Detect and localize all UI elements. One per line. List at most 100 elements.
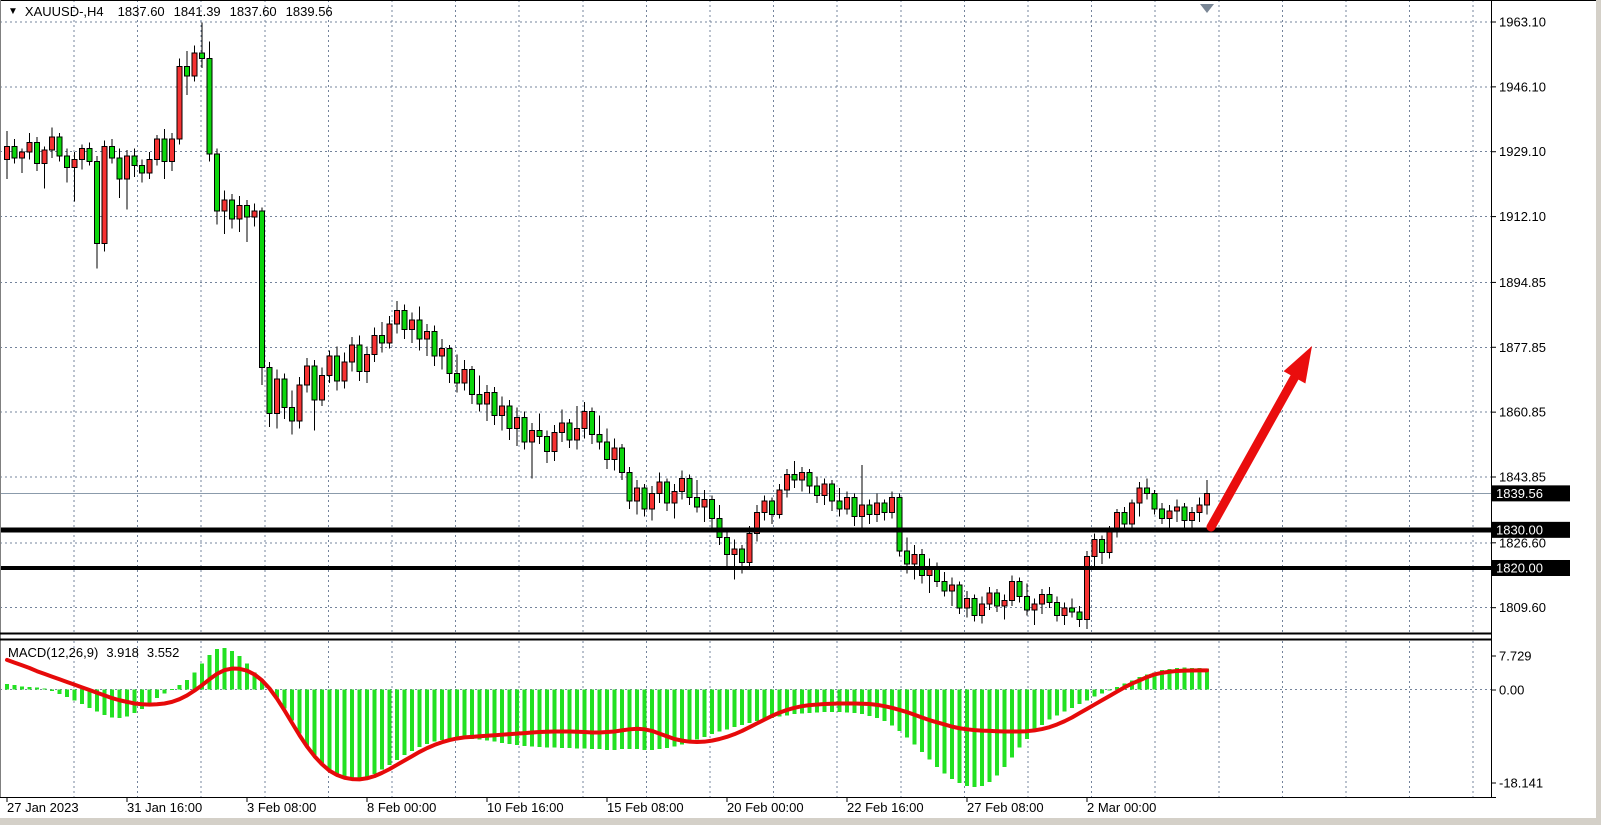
macd-axis-label: 7.729 — [1499, 649, 1532, 664]
candle-body — [409, 319, 415, 331]
macd-histogram-bar — [320, 689, 324, 764]
candle-body — [394, 309, 400, 325]
level-lines-layer[interactable] — [0, 527, 1491, 570]
trend-arrow-annotation[interactable] — [1206, 346, 1312, 532]
macd-histogram-bar — [80, 689, 84, 705]
macd-histogram-bar — [770, 689, 774, 719]
candle-body — [64, 155, 70, 168]
price-axis-label: 1929.10 — [1499, 144, 1546, 159]
macd-histogram-bar — [920, 689, 924, 752]
macd-histogram-bar — [522, 689, 527, 746]
macd-histogram-bar — [1047, 689, 1052, 720]
candle-body — [364, 353, 370, 372]
macd-histogram-bar — [642, 689, 647, 750]
candle-body — [1024, 596, 1030, 611]
macd-histogram-bar — [852, 689, 857, 714]
candle-body — [1174, 506, 1180, 512]
candle-body — [461, 369, 468, 384]
macd-histogram-bar — [965, 689, 969, 786]
quote-open: 1837.60 — [117, 4, 165, 19]
macd-signal-line — [5, 657, 1209, 782]
macd-histogram-bar — [1107, 689, 1112, 691]
macd-histogram-bar — [1115, 686, 1119, 690]
candle-body — [956, 584, 963, 609]
macd-histogram-bar — [1190, 667, 1194, 690]
macd-histogram-bar — [177, 685, 182, 690]
candle-body — [1039, 594, 1045, 605]
time-axis-label: 31 Jan 16:00 — [127, 800, 202, 815]
macd-histogram-bar — [252, 672, 257, 690]
macd-histogram-bar — [350, 689, 354, 779]
macd-histogram-bar — [545, 689, 549, 748]
candle-body — [1151, 493, 1158, 510]
macd-histogram-bar — [537, 689, 542, 748]
candle-body — [619, 447, 625, 474]
candle-body — [934, 567, 940, 582]
macd-histogram-bar — [27, 686, 32, 690]
macd-histogram-bar — [20, 686, 24, 690]
candle-body — [844, 496, 850, 510]
macd-histogram-bar — [410, 689, 414, 751]
macd-histogram-bar — [567, 689, 572, 749]
time-axis-label: 15 Feb 08:00 — [607, 800, 684, 815]
macd-histogram-bar — [50, 689, 54, 692]
macd-histogram-bar — [800, 689, 804, 714]
candle-body — [574, 428, 580, 441]
macd-histogram-bar — [950, 689, 954, 779]
candle-body — [244, 205, 250, 218]
macd-name: MACD(12,26,9) — [8, 645, 99, 660]
axes-layer[interactable]: 1963.10 1946.10 1929.10 1912.10 1894.85 1877.… — [6, 4, 1570, 815]
candle-body — [1121, 512, 1128, 525]
candle-body — [266, 367, 273, 414]
candle-body — [109, 145, 115, 159]
macd-histogram-bar — [185, 679, 189, 690]
candle-body — [499, 405, 505, 416]
macd-histogram-bar — [65, 689, 69, 698]
candle-body — [1009, 580, 1015, 601]
macd-histogram-bar — [380, 689, 384, 770]
price-pane[interactable] — [0, 22, 1491, 630]
candle-body — [1159, 508, 1165, 519]
macd-histogram-bar — [455, 689, 459, 739]
candle-body — [589, 411, 595, 435]
macd-histogram-bar — [792, 689, 797, 715]
macd-main-value: 3.918 — [106, 645, 139, 660]
candle-body — [386, 323, 393, 344]
candle-body — [529, 430, 535, 443]
macd-histogram-bar — [200, 663, 204, 690]
macd-histogram-bar — [822, 689, 827, 713]
candle-body — [559, 422, 565, 434]
candle-body — [79, 147, 85, 161]
macd-histogram-bar — [12, 685, 17, 690]
chart-shift-marker-icon[interactable] — [1200, 4, 1214, 13]
symbol-header: ▼ XAUUSD-,H4 1837.60 1841.39 1837.60 183… — [8, 4, 342, 19]
symbol-dropdown-icon[interactable]: ▼ — [8, 5, 18, 17]
macd-histogram-bar — [35, 687, 39, 690]
macd-histogram-bar — [515, 689, 519, 745]
macd-pane[interactable] — [5, 648, 1209, 787]
macd-histogram-bar — [477, 689, 482, 740]
price-axis-label: 1877.85 — [1499, 340, 1546, 355]
candle-body — [86, 147, 93, 163]
macd-histogram-bar — [72, 689, 77, 701]
price-badge-text: 1820.00 — [1496, 560, 1543, 575]
macd-histogram-bar — [327, 689, 332, 770]
symbol-timeframe-label: XAUUSD-,H4 — [24, 4, 104, 19]
macd-indicator-label: MACD(12,26,9) 3.918 3.552 — [8, 645, 187, 660]
macd-histogram-bar — [1070, 689, 1074, 708]
macd-histogram-bar — [650, 689, 654, 750]
macd-histogram-bar — [357, 689, 362, 779]
candle-body — [19, 151, 25, 159]
candle-body — [319, 374, 325, 401]
candle-body — [866, 504, 873, 516]
macd-histogram-bar — [312, 689, 317, 756]
macd-histogram-bar — [777, 689, 782, 717]
macd-histogram-bar — [590, 689, 594, 750]
macd-histogram-bar — [342, 689, 347, 778]
candle-body — [476, 393, 483, 405]
candle-body — [551, 432, 558, 453]
macd-histogram-bar — [807, 689, 812, 714]
macd-histogram-bar — [1167, 668, 1172, 690]
